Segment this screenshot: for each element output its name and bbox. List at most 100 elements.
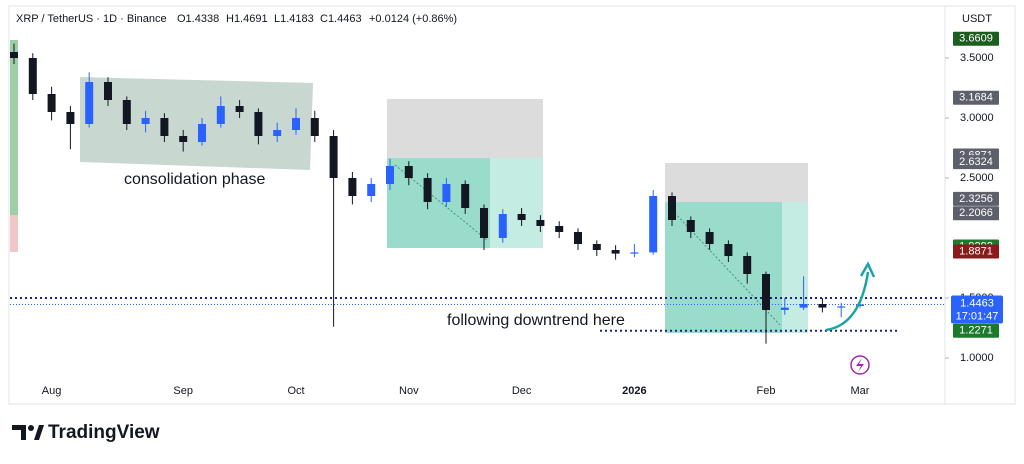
annotation: following downtrend here bbox=[447, 312, 625, 329]
candle-body bbox=[705, 232, 714, 244]
watermark: TradingView bbox=[48, 422, 160, 443]
price-label-box bbox=[953, 323, 999, 338]
arrow-head bbox=[859, 261, 876, 278]
candle-body bbox=[743, 256, 752, 274]
price-label-box bbox=[953, 90, 999, 105]
candle-body bbox=[442, 184, 451, 202]
candle-body bbox=[724, 244, 733, 256]
candle-body bbox=[686, 220, 695, 232]
ohlc-close: C1.4463 bbox=[320, 13, 362, 25]
candle-body bbox=[85, 82, 94, 124]
candle-body bbox=[498, 214, 507, 238]
trade-zone bbox=[665, 202, 782, 333]
target-zone bbox=[387, 99, 543, 158]
candle-body bbox=[837, 306, 846, 308]
candle-body bbox=[348, 178, 357, 196]
candle-body bbox=[47, 94, 56, 112]
trade-zone bbox=[782, 202, 808, 333]
price-label: 1.2271 bbox=[959, 325, 993, 337]
logo bbox=[12, 425, 44, 440]
countdown: 17:01:47 bbox=[956, 310, 999, 322]
candle-body bbox=[762, 274, 770, 310]
candle-body bbox=[367, 184, 376, 196]
y-tick-label: 1.0000 bbox=[960, 352, 994, 364]
candle-body bbox=[799, 304, 808, 308]
y-tick-label: 3.5000 bbox=[960, 52, 994, 64]
last-price-box bbox=[951, 295, 1003, 324]
x-tick-label: Sep bbox=[173, 385, 193, 397]
ohlc-high: H1.4691 bbox=[226, 13, 268, 25]
candle-body bbox=[611, 250, 620, 254]
x-tick-label: Feb bbox=[757, 385, 776, 397]
price-label: 2.6324 bbox=[959, 156, 993, 168]
candle-body bbox=[423, 178, 432, 202]
last-price-label: 1.4463 bbox=[960, 297, 994, 309]
candle-body bbox=[592, 244, 601, 250]
x-tick-label: Aug bbox=[42, 385, 62, 397]
candle-body bbox=[404, 166, 413, 178]
candle-body bbox=[273, 130, 282, 136]
candle-body bbox=[630, 252, 639, 254]
annotation: consolidation phase bbox=[124, 171, 266, 188]
candle-body bbox=[122, 100, 131, 124]
candle-body bbox=[141, 118, 150, 124]
candle-body bbox=[668, 196, 676, 220]
candle-body bbox=[198, 124, 206, 142]
candle-body bbox=[160, 118, 169, 136]
x-tick-label: Nov bbox=[399, 385, 419, 397]
candle-body bbox=[536, 220, 545, 226]
x-tick-label: 2026 bbox=[622, 385, 646, 397]
candle-body bbox=[179, 136, 188, 142]
price-label: 1.8871 bbox=[959, 245, 993, 257]
consolidation-box bbox=[80, 77, 313, 170]
price-label-box bbox=[953, 31, 999, 46]
candle-body bbox=[310, 118, 319, 136]
x-tick-label: Mar bbox=[851, 385, 870, 397]
alert-icon-bolt bbox=[856, 358, 864, 372]
candle-body bbox=[66, 112, 75, 124]
x-tick-label: Oct bbox=[287, 385, 304, 397]
arrow bbox=[825, 271, 870, 332]
candle-body bbox=[818, 304, 827, 308]
price-label: 3.1684 bbox=[959, 92, 993, 104]
plot bbox=[10, 43, 945, 344]
symbol: XRP / TetherUS · 1D · Binance bbox=[16, 13, 167, 25]
price-label-box bbox=[953, 155, 999, 170]
candle-body bbox=[386, 166, 394, 184]
price-label: 2.3256 bbox=[959, 193, 993, 205]
frame bbox=[8, 5, 1016, 405]
price-label-box bbox=[953, 206, 999, 221]
candle-body bbox=[254, 112, 263, 136]
price-label-box bbox=[953, 244, 999, 259]
trade-zone bbox=[490, 158, 543, 248]
candle-body bbox=[292, 118, 300, 130]
candle-body bbox=[574, 232, 582, 244]
candle-body bbox=[104, 82, 112, 100]
candle-body bbox=[555, 226, 564, 232]
ohlc-low: L1.4183 bbox=[274, 13, 314, 25]
price-label-box bbox=[953, 191, 999, 206]
candle-body bbox=[28, 58, 37, 94]
alert-icon[interactable] bbox=[850, 355, 870, 375]
candle-body bbox=[649, 196, 658, 253]
candle-body bbox=[10, 52, 18, 58]
currency[interactable]: USDT bbox=[962, 13, 992, 25]
candle-body bbox=[216, 106, 225, 124]
candle-body bbox=[856, 304, 864, 306]
change: +0.0124 (+0.86%) bbox=[369, 13, 457, 25]
candle-body bbox=[461, 184, 470, 208]
target-zone bbox=[665, 163, 808, 202]
y-tick-label: 2.5000 bbox=[960, 172, 994, 184]
candle-body bbox=[235, 106, 244, 112]
price-label: 2.2066 bbox=[959, 207, 993, 219]
y-tick-label: 3.0000 bbox=[960, 112, 994, 124]
left-strip bbox=[10, 40, 18, 215]
price-label: 3.6609 bbox=[959, 33, 993, 45]
candle-body bbox=[480, 208, 488, 238]
left-strip bbox=[10, 215, 18, 252]
candle-body bbox=[780, 307, 789, 310]
candle-body bbox=[329, 136, 338, 178]
candle-body bbox=[517, 214, 526, 220]
x-tick-label: Dec bbox=[512, 385, 532, 397]
